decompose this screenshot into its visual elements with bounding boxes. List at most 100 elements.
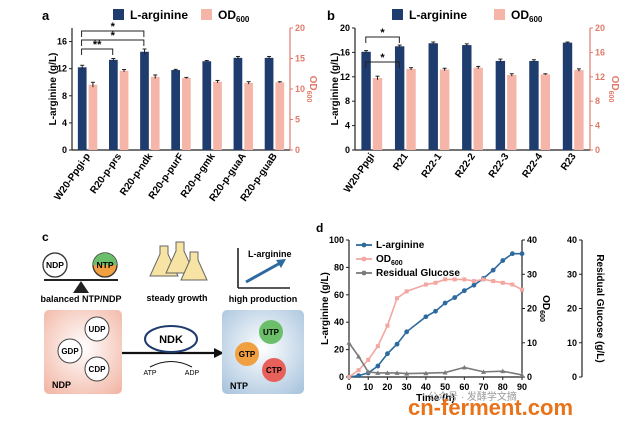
panel-b-ytick-label: 8 [345,96,350,106]
ndp-box-label: NDP [52,380,71,390]
panel-a-bar-od [119,70,129,150]
panel-b-bar-od [473,67,483,150]
panel-b-label: b [327,8,335,23]
steady-label: steady growth [146,293,207,303]
panel-d-point-od [395,296,400,301]
utp-circle [259,320,283,344]
panel-d-xtick-label: 10 [363,382,373,392]
panel-d-point-arg [471,282,477,288]
panel-d-y3tick-label: 0 [572,372,577,382]
ndk-label: NDK [159,334,183,346]
panel-d-ytick-label: 20 [334,345,344,355]
gdp-circle [57,338,83,364]
legend-a-arg-swatch [113,9,124,20]
panel-b-bar-arg [529,60,539,150]
panel-d-y2tick-label: 30 [527,269,537,279]
panel-b-xtick-label: W20-Ppgi [342,151,377,195]
panel-a-ytick-label: 12 [57,64,67,74]
panel-b-xtick-label: R22-3 [487,151,512,180]
panel-d-ytick-label: 60 [334,290,344,300]
atp-label: ATP [143,370,156,377]
gtp-label: GTP [239,350,256,359]
legend-a-od-label: OD600 [218,8,250,24]
panel-b-chart: 0 4 8 12 16 20 0 4 8 12 16 20 L-arginine (g/L) OD600 W… [330,23,620,195]
panel-d-y3tick-label: 20 [567,304,577,314]
watermark-site: cn-ferment.com [408,395,573,420]
panel-d-point-od [481,277,486,282]
panel-d-chart: 0 20 40 60 80 100 0 10 20 30 40 0 10 20 30 40 0 10 20 30 40 5… [320,235,605,404]
balance-icon [42,252,118,293]
panel-a-ylabel: L-arginine (g/L) [48,53,59,126]
panel-d-y3tick-label: 40 [567,235,577,245]
panel-d-ytick-label: 100 [329,235,344,245]
panel-b-bar-arg [394,46,405,150]
ntp-ball-label: NTP [97,260,114,270]
legend-b-od-swatch [494,9,505,20]
utp-label: UTP [263,328,280,337]
panel-d-point-glucose [519,372,525,377]
panel-a-bar-od [213,81,222,150]
panel-a-bar-arg [264,57,274,151]
panel-d-point-arg [375,363,381,369]
panel-a-bar-arg [77,67,87,150]
panel-d-point-od [356,368,361,373]
panel-d-xtick-label: 30 [402,382,412,392]
panel-a-y2label: OD600 [305,76,318,103]
ctp-circle [262,358,286,382]
panel-b-ytick-label: 12 [340,72,350,82]
udp-label: UDP [89,325,107,334]
panel-b-xtick-label: R23 [559,151,579,173]
panel-b-ytick-label: 20 [340,23,350,33]
ndp-ball-label: NDP [46,260,64,270]
panel-d-point-od [452,277,457,282]
panel-b-y2tick-label: 8 [595,96,600,106]
panel-d-point-glucose [442,370,448,375]
watermark-cn: 公众号 · 发酵学文摘 [428,390,517,403]
panel-a-sig-bracket [81,30,145,37]
cdp-circle [84,356,110,382]
panel-b-bar-arg [428,43,438,150]
panel-b-bar-od [372,78,383,150]
panel-b-bar-arg [495,60,506,150]
panel-a-ytick-label: 16 [57,37,67,47]
panel-d-legend-label: Residual Glucose [376,268,460,279]
cdp-label: CDP [89,365,107,374]
ctp-label: CTP [266,366,283,375]
panel-d-y2tick-label: 20 [527,304,537,314]
panel-d-point-glucose [384,370,390,375]
panel-b-bar-od [574,70,584,150]
adp-label: ADP [185,370,200,377]
panel-a-sig-label: ** [93,39,102,51]
panel-a-ytick-label: 8 [62,91,67,101]
panel-d-point-arg [490,267,496,273]
panel-a-sig-bracket [81,39,145,46]
panel-d-point-od [443,277,448,282]
panel-a-xtick-label: W20-Ppgi-p [52,151,93,202]
panel-d-point-arg [404,329,410,335]
panel-a-ytick-label: 0 [62,145,67,155]
panel-b-bar-arg [462,45,472,150]
panel-a-bar-arg [140,51,149,150]
panel-d-point-arg [433,308,438,314]
panel-d-line-od [348,278,523,378]
atp-adp-curve [149,361,193,368]
panel-b-bar-arg [562,42,573,150]
panel-b-sig-label: * [380,52,385,64]
panel-d-legend-label: OD600 [376,254,403,267]
panel-d-legend-label: L-arginine [376,240,425,251]
panel-d-point-arg [500,258,506,263]
panel-d-point-od [375,344,380,349]
panel-c-schematic: NDP NTP balanced NTP/NDP steady growth L… [40,241,304,394]
panel-b-bar-od [406,68,416,150]
panel-a-bar-arg [171,70,180,150]
panel-b-xtick-label: R21 [391,151,411,173]
panel-b-y2label: OD600 [607,76,620,103]
legend-a-arg-label: L-arginine [130,8,188,22]
panel-d-point-arg [452,295,458,300]
panel-d-y3label: Residual Glucose (g/L) [594,254,605,362]
panel-a-ytick-label: 4 [62,118,67,128]
panel-d-point-glucose [365,369,371,374]
panel-d-y2tick-label: 0 [527,372,532,382]
panel-a-y2tick-label: 20 [295,23,305,33]
